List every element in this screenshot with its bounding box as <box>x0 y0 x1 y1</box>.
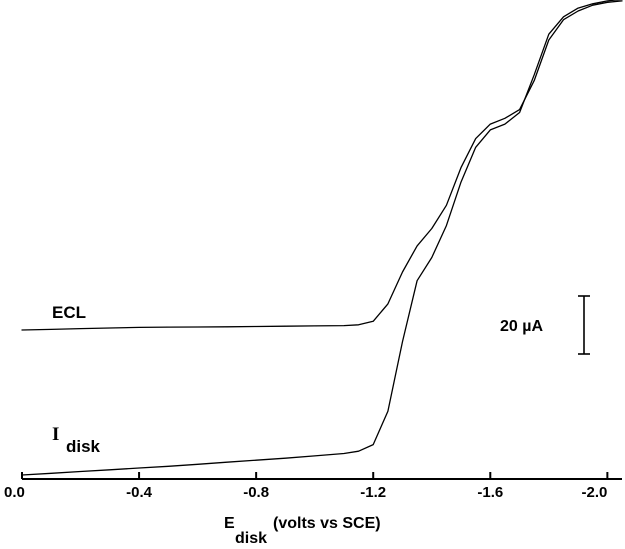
x-axis-title-sub: disk <box>235 530 267 547</box>
x-tick-label: -1.6 <box>477 484 503 501</box>
x-axis-title: E disk (volts vs SCE) <box>224 515 381 547</box>
x-axis-title-rest: (volts vs SCE) <box>273 515 381 532</box>
x-axis-title-main: E <box>224 515 235 532</box>
series-lines <box>21 0 623 476</box>
series-line-ecl <box>21 0 623 331</box>
series-label-ecl: ECL <box>52 303 86 322</box>
series-label-i-disk: I disk <box>52 424 101 456</box>
x-tick-label: -0.8 <box>243 484 269 501</box>
x-tick-label: -0.4 <box>126 484 153 501</box>
series-label-i: I <box>52 424 59 445</box>
series-line-i-disk <box>21 0 623 476</box>
scale-bar: 20 µA <box>500 295 590 355</box>
x-tick-label: -1.2 <box>360 484 386 501</box>
x-tick-label: -2.0 <box>582 484 608 501</box>
x-axis-ticks: 0.0 -0.4 -0.8 -1.2 -1.6 -2.0 <box>4 472 609 501</box>
series-label-i-sub: disk <box>66 437 101 456</box>
scale-bar-label: 20 µA <box>500 318 543 335</box>
x-tick-label: 0.0 <box>4 484 25 501</box>
